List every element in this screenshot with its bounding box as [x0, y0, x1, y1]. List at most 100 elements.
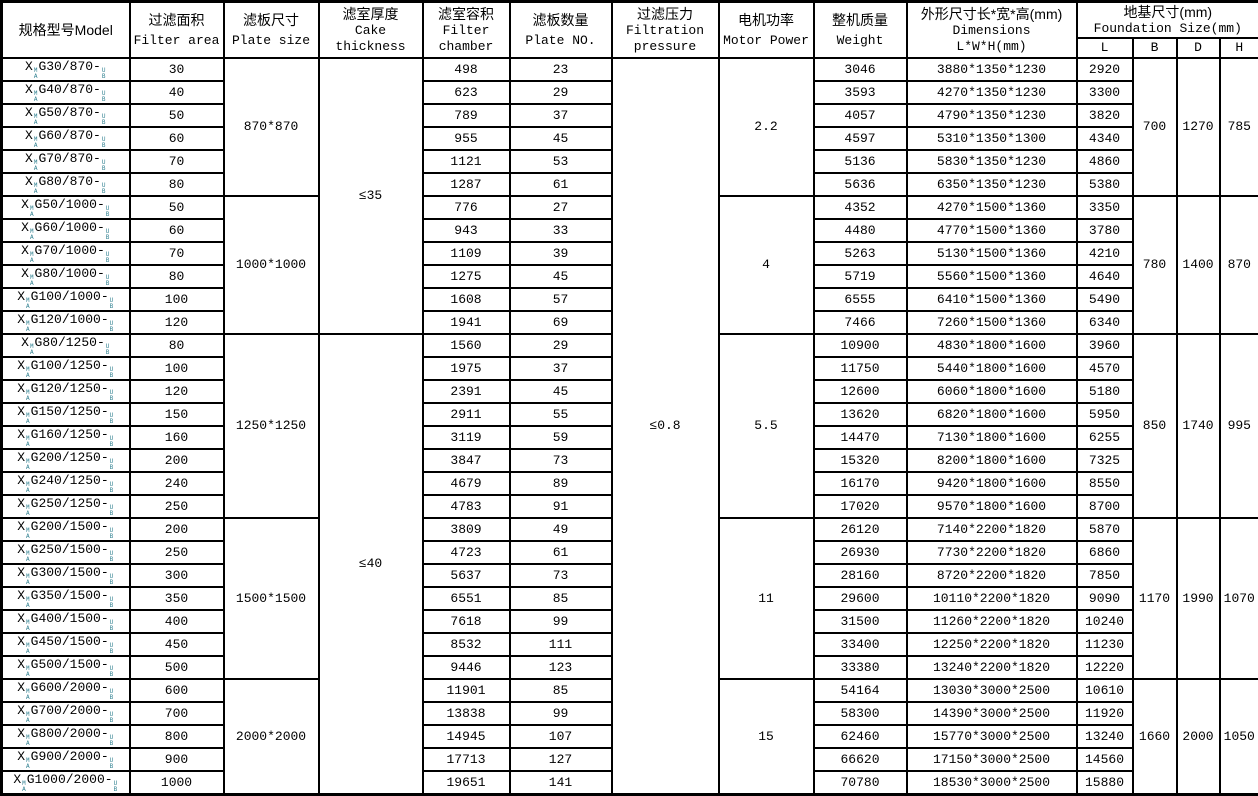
model-text: G300/1500-	[31, 565, 109, 580]
dimensions-cell-text: 5440*1800*1600	[937, 361, 1046, 376]
plate-count-cell: 99	[510, 610, 612, 633]
col-header-cake-thickness: 滤室厚度 Cake thickness	[319, 2, 423, 59]
model-prefix: X	[21, 335, 29, 350]
foundation-l-cell: 3960	[1077, 334, 1133, 357]
model-text: G80/1000-	[35, 266, 105, 281]
dimensions-cell: 8200*1800*1600	[907, 449, 1077, 472]
plate-size-en: Plate size	[225, 33, 318, 49]
model-suffix-bottom: B	[110, 764, 114, 770]
weight-cell-text: 5719	[844, 269, 875, 284]
dimensions-cell-text: 4830*1800*1600	[937, 338, 1046, 353]
weight-cell: 6555	[814, 288, 907, 311]
dimensions-cell: 5830*1350*1230	[907, 150, 1077, 173]
filter-chamber-cell-text: 2391	[450, 384, 481, 399]
dimensions-cell-text: 9420*1800*1600	[937, 476, 1046, 491]
plate-count-cell: 37	[510, 104, 612, 127]
dimensions-cell: 5130*1500*1360	[907, 242, 1077, 265]
weight-cell: 33400	[814, 633, 907, 656]
foundation-l-cell-text: 4570	[1089, 361, 1120, 376]
foundation-b-cell: 780	[1133, 196, 1177, 334]
weight-cell: 16170	[814, 472, 907, 495]
dimensions-cell-text: 13030*3000*2500	[933, 683, 1050, 698]
foundation-l-cell: 10610	[1077, 679, 1133, 702]
dimensions-cell-text: 5830*1350*1230	[937, 154, 1046, 169]
weight-cell-text: 26120	[840, 522, 879, 537]
plate-size-cell-text: 1000*1000	[236, 257, 306, 272]
model-variant-bottom: A	[26, 695, 30, 701]
filter-chamber-cell: 1121	[423, 150, 510, 173]
plate-count-cell: 73	[510, 564, 612, 587]
foundation-l-cell: 5180	[1077, 380, 1133, 403]
filter-area-cell-text: 800	[165, 729, 188, 744]
foundation-l-cell: 6340	[1077, 311, 1133, 334]
filter-chamber-cell-text: 1109	[450, 246, 481, 261]
foundation-l-cell-text: 6340	[1089, 315, 1120, 330]
model-variant-bottom: A	[26, 718, 30, 724]
cake-thickness-cell: ≤35	[319, 58, 423, 334]
model-suffix-bottom: B	[106, 212, 110, 218]
plate-count-cell-text: 37	[553, 108, 569, 123]
filter-chamber-cell-text: 6551	[450, 591, 481, 606]
filter-chamber-cell-text: 955	[454, 131, 477, 146]
foundation-l-cell: 2920	[1077, 58, 1133, 81]
model-prefix: X	[17, 611, 25, 626]
plate-count-cell-text: 123	[549, 660, 572, 675]
weight-cell: 54164	[814, 679, 907, 702]
plate-count-cell-text: 37	[553, 361, 569, 376]
weight-cell-text: 12600	[840, 384, 879, 399]
filter-chamber-cell-text: 9446	[450, 660, 481, 675]
col-header-foundation-b: B	[1133, 38, 1177, 58]
dimensions-cell-text: 10110*2200*1820	[933, 591, 1050, 606]
filter-chamber-cell-text: 17713	[446, 752, 485, 767]
dimensions-cell: 15770*3000*2500	[907, 725, 1077, 748]
model-suffix-bottom: B	[110, 557, 114, 563]
foundation-l-cell-text: 5490	[1089, 292, 1120, 307]
weight-cell-text: 4480	[844, 223, 875, 238]
dimensions-cell: 7260*1500*1360	[907, 311, 1077, 334]
model-suffix-bottom: B	[110, 626, 114, 632]
model-suffix-bottom: B	[106, 235, 110, 241]
foundation-d-cell-text: 1270	[1182, 119, 1213, 134]
model-variant-bottom: A	[26, 580, 30, 586]
weight-cell: 29600	[814, 587, 907, 610]
filter-area-cell-text: 500	[165, 660, 188, 675]
plate-count-cell-text: 91	[553, 499, 569, 514]
plate-count-cell: 45	[510, 127, 612, 150]
weight-cell-text: 4352	[844, 200, 875, 215]
plate-count-cell-text: 69	[553, 315, 569, 330]
model-text: G800/2000-	[31, 726, 109, 741]
filter-area-cell-text: 900	[165, 752, 188, 767]
col-header-weight: 整机质量 Weight	[814, 2, 907, 59]
col-header-filter-chamber: 滤室容积 Filter chamber	[423, 2, 510, 59]
filter-chamber-cell: 955	[423, 127, 510, 150]
model-variant-bottom: A	[34, 74, 38, 80]
dimensions-cell-text: 7260*1500*1360	[937, 315, 1046, 330]
filter-area-cell: 350	[130, 587, 224, 610]
filtration-pressure-cell: ≤0.8	[612, 58, 719, 795]
filter-area-cell-text: 120	[165, 384, 188, 399]
plate-size-cell: 1500*1500	[224, 518, 319, 679]
model-suffix-bottom: B	[102, 189, 106, 195]
plate-count-cell-text: 61	[553, 177, 569, 192]
model-suffix-bottom: B	[102, 74, 106, 80]
model-suffix-bottom: B	[110, 442, 114, 448]
dimensions-cell: 4830*1800*1600	[907, 334, 1077, 357]
foundation-l-cell-text: 6860	[1089, 545, 1120, 560]
foundation-l-cell: 4340	[1077, 127, 1133, 150]
plate-no-en: Plate NO.	[511, 33, 611, 49]
